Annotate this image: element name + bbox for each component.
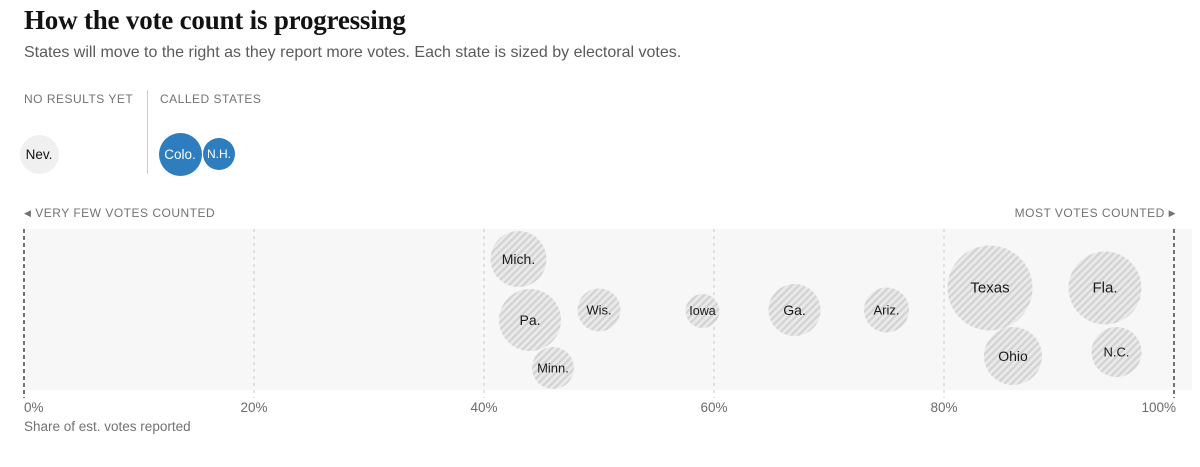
legend-bubble-colo: Colo. bbox=[158, 132, 202, 176]
legend-bubble-nh: N.H. bbox=[203, 138, 235, 170]
x-tick-20: 20% bbox=[240, 400, 267, 415]
state-label: Fla. bbox=[1092, 280, 1117, 297]
x-tick-60: 60% bbox=[700, 400, 727, 415]
state-bubble-nc: N.C. bbox=[1091, 327, 1142, 377]
state-bubble-ariz: Ariz. bbox=[864, 287, 909, 333]
state-bubble-ohio: Ohio bbox=[984, 327, 1042, 385]
state-label: Iowa bbox=[689, 304, 715, 318]
left-arrow-icon: ◀ bbox=[24, 208, 32, 218]
state-label: Ohio bbox=[998, 348, 1028, 364]
right-arrow-icon: ▶ bbox=[1168, 208, 1176, 218]
page-title: How the vote count is progressing bbox=[24, 5, 406, 35]
chart-axis-header: ◀ VERY FEW VOTES COUNTED MOST VOTES COUN… bbox=[24, 206, 1176, 222]
most-votes-label: MOST VOTES COUNTED ▶ bbox=[1014, 206, 1176, 220]
very-few-votes-label: ◀ VERY FEW VOTES COUNTED bbox=[24, 206, 216, 220]
x-tick-100: 100% bbox=[1141, 400, 1176, 415]
state-label: Texas bbox=[970, 280, 1009, 297]
state-bubble-minn: Minn. bbox=[532, 347, 574, 389]
state-label: N.C. bbox=[1104, 345, 1130, 360]
called-states-label: CALLED STATES bbox=[160, 92, 262, 106]
state-bubble-iowa: Iowa bbox=[685, 294, 720, 328]
state-bubble-ga: Ga. bbox=[768, 284, 821, 336]
state-bubble-fla: Fla. bbox=[1068, 251, 1142, 325]
state-label: Mich. bbox=[502, 251, 535, 267]
x-tick-80: 80% bbox=[930, 400, 957, 415]
x-axis-caption: Share of est. votes reported bbox=[24, 419, 191, 434]
state-label: Ga. bbox=[783, 302, 806, 318]
state-bubble-mich: Mich. bbox=[490, 231, 547, 287]
page-subtitle: States will move to the right as they re… bbox=[24, 44, 682, 61]
x-tick-0: 0% bbox=[24, 400, 44, 415]
state-label: Wis. bbox=[586, 303, 611, 318]
state-label: Minn. bbox=[537, 361, 569, 376]
legend-bubble-nev: Nev. bbox=[19, 134, 59, 174]
state-bubble-pa: Pa. bbox=[499, 289, 561, 351]
state-label: Pa. bbox=[519, 312, 540, 328]
legend-divider bbox=[147, 90, 148, 174]
state-bubble-wis: Wis. bbox=[577, 288, 621, 332]
state-label: Ariz. bbox=[874, 303, 900, 318]
x-tick-40: 40% bbox=[470, 400, 497, 415]
no-results-yet-label: NO RESULTS YET bbox=[24, 92, 134, 106]
bubble-chart: 0% 20% 40% 60% 80% 100% Share of est. votes re… bbox=[23, 229, 1192, 434]
state-bubble-texas: Texas bbox=[947, 245, 1033, 331]
